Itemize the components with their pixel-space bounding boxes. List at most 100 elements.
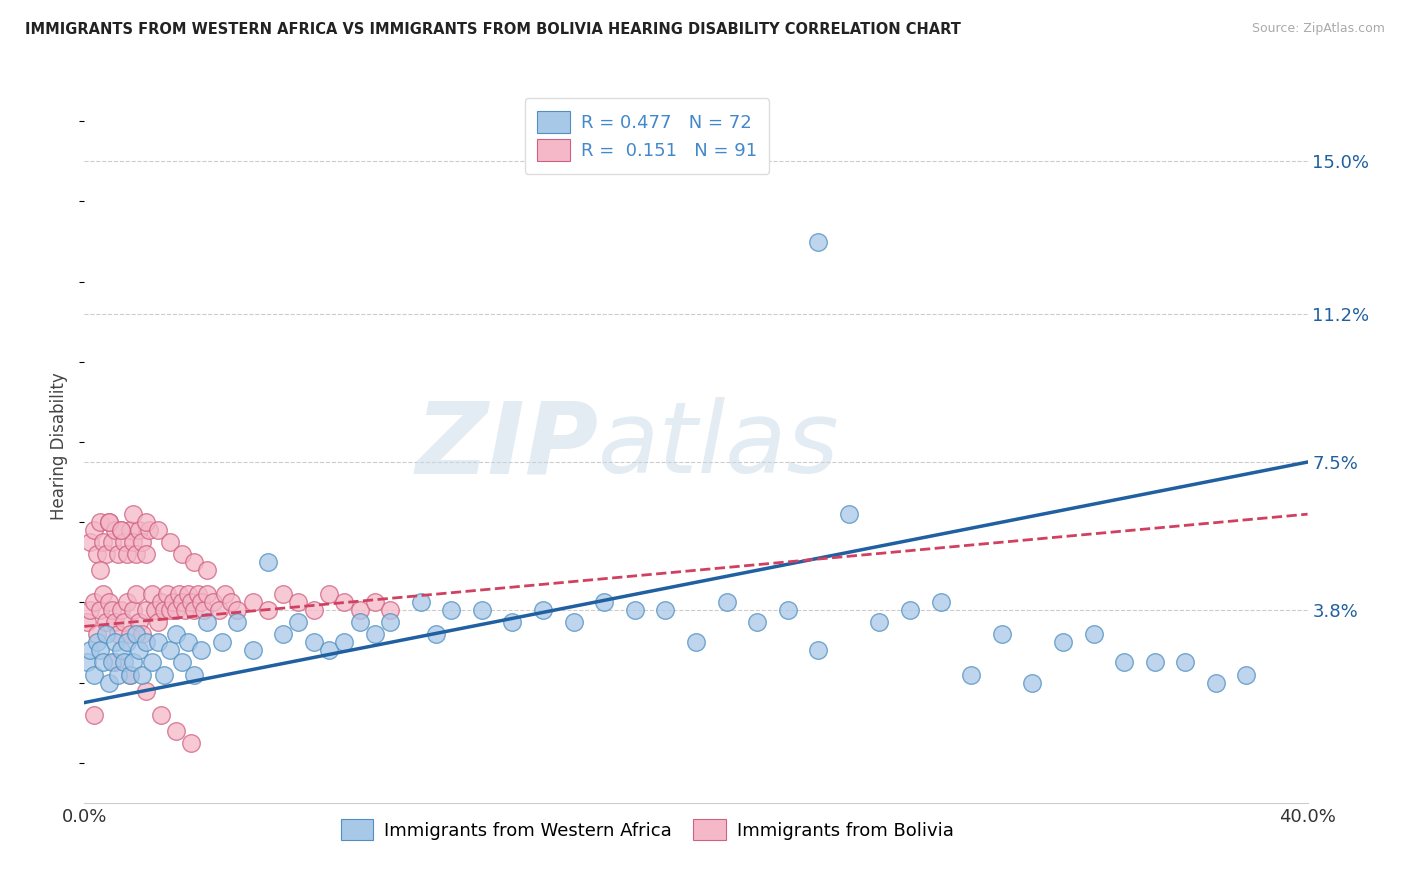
Point: [101, 656, 124, 670]
Point: [135, 547, 157, 561]
Point: [195, 563, 218, 577]
Text: atlas: atlas: [598, 398, 839, 494]
Point: [991, 627, 1014, 641]
Point: [131, 535, 153, 549]
Point: [190, 595, 212, 609]
Point: [318, 643, 340, 657]
Point: [1174, 656, 1197, 670]
Point: [120, 523, 142, 537]
Point: [183, 555, 205, 569]
Point: [89, 643, 111, 657]
Point: [716, 595, 738, 609]
Point: [120, 627, 142, 641]
Point: [747, 615, 769, 630]
Point: [83, 707, 105, 722]
Point: [807, 235, 830, 249]
Point: [776, 603, 799, 617]
Point: [104, 656, 127, 670]
Point: [226, 615, 249, 630]
Point: [172, 595, 194, 609]
Point: [318, 587, 340, 601]
Point: [101, 603, 124, 617]
Point: [593, 595, 616, 609]
Point: [115, 635, 138, 649]
Point: [364, 627, 387, 641]
Point: [177, 635, 200, 649]
Point: [107, 627, 129, 641]
Point: [135, 515, 157, 529]
Point: [364, 595, 387, 609]
Point: [165, 627, 187, 641]
Point: [654, 603, 676, 617]
Point: [1083, 627, 1105, 641]
Point: [120, 667, 142, 681]
Point: [143, 603, 166, 617]
Point: [471, 603, 494, 617]
Point: [219, 595, 242, 609]
Point: [89, 563, 111, 577]
Point: [440, 603, 463, 617]
Point: [86, 635, 108, 649]
Point: [125, 587, 148, 601]
Point: [159, 643, 181, 657]
Point: [180, 595, 202, 609]
Point: [128, 643, 150, 657]
Point: [226, 603, 249, 617]
Point: [174, 603, 197, 617]
Point: [97, 595, 120, 609]
Point: [135, 683, 157, 698]
Point: [94, 547, 117, 561]
Text: IMMIGRANTS FROM WESTERN AFRICA VS IMMIGRANTS FROM BOLIVIA HEARING DISABILITY COR: IMMIGRANTS FROM WESTERN AFRICA VS IMMIGR…: [25, 22, 962, 37]
Point: [110, 603, 132, 617]
Y-axis label: Hearing Disability: Hearing Disability: [51, 372, 69, 520]
Point: [97, 675, 120, 690]
Point: [271, 627, 294, 641]
Point: [183, 603, 205, 617]
Point: [115, 595, 138, 609]
Point: [76, 656, 98, 670]
Point: [180, 736, 202, 750]
Point: [101, 535, 124, 549]
Point: [83, 595, 105, 609]
Point: [125, 627, 148, 641]
Point: [89, 515, 111, 529]
Point: [167, 587, 190, 601]
Legend: Immigrants from Western Africa, Immigrants from Bolivia: Immigrants from Western Africa, Immigran…: [333, 812, 960, 847]
Point: [128, 523, 150, 537]
Point: [159, 535, 181, 549]
Point: [349, 615, 371, 630]
Point: [195, 587, 218, 601]
Point: [153, 667, 176, 681]
Point: [183, 667, 205, 681]
Point: [1143, 656, 1166, 670]
Point: [242, 643, 264, 657]
Point: [193, 603, 215, 617]
Point: [186, 587, 208, 601]
Point: [287, 595, 309, 609]
Point: [149, 707, 172, 722]
Point: [1205, 675, 1227, 690]
Point: [97, 515, 120, 529]
Point: [83, 667, 105, 681]
Point: [125, 547, 148, 561]
Point: [141, 587, 163, 601]
Point: [91, 656, 114, 670]
Point: [333, 595, 356, 609]
Point: [302, 635, 325, 649]
Point: [190, 643, 212, 657]
Point: [110, 523, 132, 537]
Point: [380, 603, 402, 617]
Point: [165, 723, 187, 738]
Point: [201, 595, 224, 609]
Point: [146, 523, 169, 537]
Point: [104, 523, 127, 537]
Point: [76, 615, 98, 630]
Point: [131, 667, 153, 681]
Point: [165, 603, 187, 617]
Point: [94, 627, 117, 641]
Point: [929, 595, 952, 609]
Point: [138, 523, 160, 537]
Point: [838, 507, 860, 521]
Point: [115, 547, 138, 561]
Point: [349, 603, 371, 617]
